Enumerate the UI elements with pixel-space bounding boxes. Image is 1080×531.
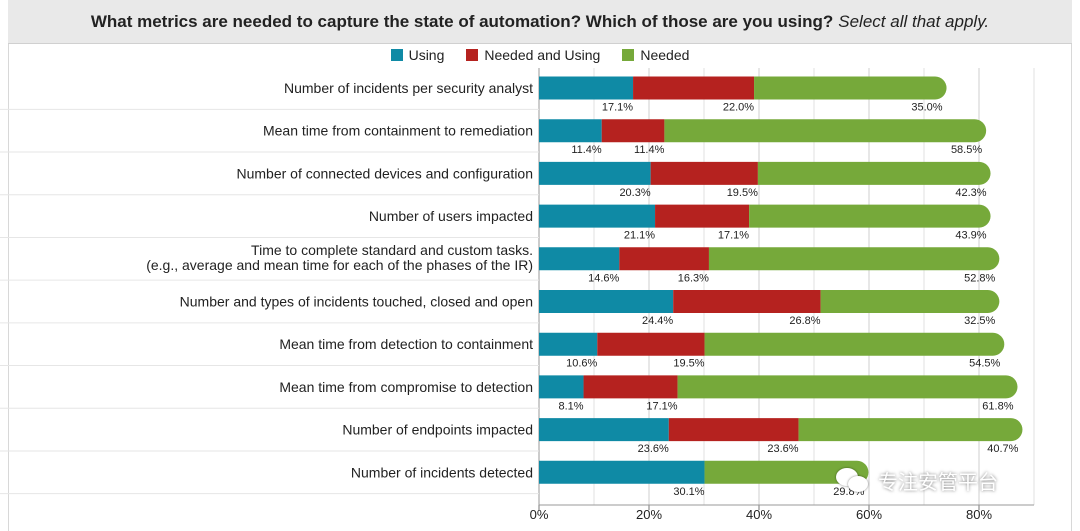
data-label: 23.6% bbox=[767, 443, 798, 455]
category-label: Mean time from compromise to detection bbox=[279, 379, 533, 395]
bar-segment-needed-and-using bbox=[583, 375, 678, 399]
bar-segment-using bbox=[539, 76, 634, 100]
category-label: (e.g., average and mean time for each of… bbox=[146, 257, 533, 273]
data-label: 43.9% bbox=[955, 230, 986, 242]
x-tick-label: 40% bbox=[746, 507, 772, 522]
category-label: Mean time from containment to remediatio… bbox=[263, 123, 533, 139]
bar-segment-using bbox=[539, 247, 620, 271]
x-tick-label: 60% bbox=[856, 507, 882, 522]
chart-title: What metrics are needed to capture the s… bbox=[8, 0, 1072, 44]
category-label: Number of incidents per security analyst bbox=[284, 80, 533, 96]
bar-segment-using bbox=[539, 418, 669, 442]
bar-segment-needed bbox=[704, 332, 1005, 356]
x-tick-label: 20% bbox=[636, 507, 662, 522]
bar-segment-using bbox=[539, 204, 656, 228]
legend: Using Needed and Using Needed bbox=[0, 47, 1080, 63]
bar-segment-needed bbox=[754, 76, 947, 100]
data-label: 24.4% bbox=[642, 315, 673, 327]
data-label: 14.6% bbox=[588, 272, 619, 284]
bar-segment-needed bbox=[708, 247, 1000, 271]
legend-item-needed-and-using: Needed and Using bbox=[466, 47, 600, 63]
bar-segment-needed bbox=[677, 375, 1018, 399]
legend-label-using: Using bbox=[408, 47, 445, 63]
title-instruction: Select all that apply. bbox=[838, 11, 990, 31]
bar-segment-using bbox=[539, 332, 598, 356]
bar-segment-using bbox=[539, 290, 674, 313]
data-label: 11.4% bbox=[634, 144, 665, 156]
category-label: Mean time from detection to containment bbox=[279, 336, 533, 352]
data-label: 8.1% bbox=[558, 400, 583, 412]
data-label: 54.5% bbox=[969, 358, 1000, 370]
legend-swatch-needed bbox=[622, 49, 635, 61]
legend-swatch-needed-and-using bbox=[466, 49, 479, 61]
bar-segment-needed bbox=[749, 204, 991, 228]
data-label: 19.5% bbox=[727, 187, 758, 199]
data-label: 17.1% bbox=[602, 102, 633, 114]
data-label: 52.8% bbox=[964, 272, 995, 284]
watermark-text: 专注安管平台 bbox=[878, 472, 998, 494]
data-label: 22.0% bbox=[723, 102, 754, 114]
title-question: What metrics are needed to capture the s… bbox=[90, 11, 834, 31]
bar-segment-needed bbox=[798, 418, 1023, 442]
watermark: 专注安管平台 bbox=[836, 466, 998, 495]
bar-segment-using bbox=[539, 375, 584, 399]
x-tick-label: 80% bbox=[966, 507, 992, 522]
data-label: 21.1% bbox=[624, 230, 655, 242]
data-label: 26.8% bbox=[789, 315, 820, 327]
legend-label-needed: Needed bbox=[640, 47, 690, 63]
data-label: 20.3% bbox=[619, 187, 650, 199]
bar-segment-using bbox=[539, 460, 705, 484]
category-label: Number of incidents detected bbox=[351, 464, 533, 480]
data-label: 16.3% bbox=[678, 272, 709, 284]
data-label: 42.3% bbox=[955, 187, 986, 199]
data-label: 17.1% bbox=[646, 400, 677, 412]
data-label: 11.4% bbox=[571, 144, 602, 156]
category-label: Number of endpoints impacted bbox=[342, 422, 533, 438]
legend-swatch-using bbox=[390, 49, 403, 61]
bar-segment-needed bbox=[820, 290, 1000, 313]
data-label: 23.6% bbox=[638, 443, 669, 455]
data-label: 61.8% bbox=[982, 400, 1013, 412]
bar-segment-needed-and-using bbox=[655, 204, 750, 228]
data-label: 32.5% bbox=[964, 315, 995, 327]
bar-segment-needed-and-using bbox=[619, 247, 709, 271]
data-label: 58.5% bbox=[951, 144, 982, 156]
data-label: 40.7% bbox=[987, 443, 1018, 455]
bar-segment-needed bbox=[664, 119, 987, 143]
bar-segment-needed-and-using bbox=[673, 290, 821, 313]
data-label: 30.1% bbox=[673, 486, 704, 498]
wechat-icon bbox=[836, 467, 870, 494]
data-label: 19.5% bbox=[673, 358, 704, 370]
bar-segment-using bbox=[539, 119, 602, 143]
category-label: Number of connected devices and configur… bbox=[236, 165, 533, 181]
legend-label-needed-and-using: Needed and Using bbox=[484, 47, 601, 63]
category-label: Time to complete standard and custom tas… bbox=[251, 242, 533, 258]
bar-segment-needed bbox=[704, 460, 869, 484]
bar-segment-needed-and-using bbox=[601, 119, 665, 143]
bar-segment-using bbox=[539, 161, 651, 185]
data-label: 10.6% bbox=[566, 358, 597, 370]
bar-segment-needed-and-using bbox=[633, 76, 755, 100]
legend-item-needed: Needed bbox=[622, 47, 689, 63]
bar-segment-needed bbox=[757, 161, 991, 185]
data-label: 35.0% bbox=[911, 102, 942, 114]
bar-segment-needed-and-using bbox=[597, 332, 705, 356]
bar-segment-needed-and-using bbox=[650, 161, 758, 185]
category-label: Number and types of incidents touched, c… bbox=[180, 294, 533, 310]
x-tick-label: 0% bbox=[530, 507, 549, 522]
legend-item-using: Using bbox=[390, 47, 445, 63]
data-label: 17.1% bbox=[718, 230, 749, 242]
category-label: Number of users impacted bbox=[369, 208, 533, 224]
bar-segment-needed-and-using bbox=[668, 418, 799, 442]
